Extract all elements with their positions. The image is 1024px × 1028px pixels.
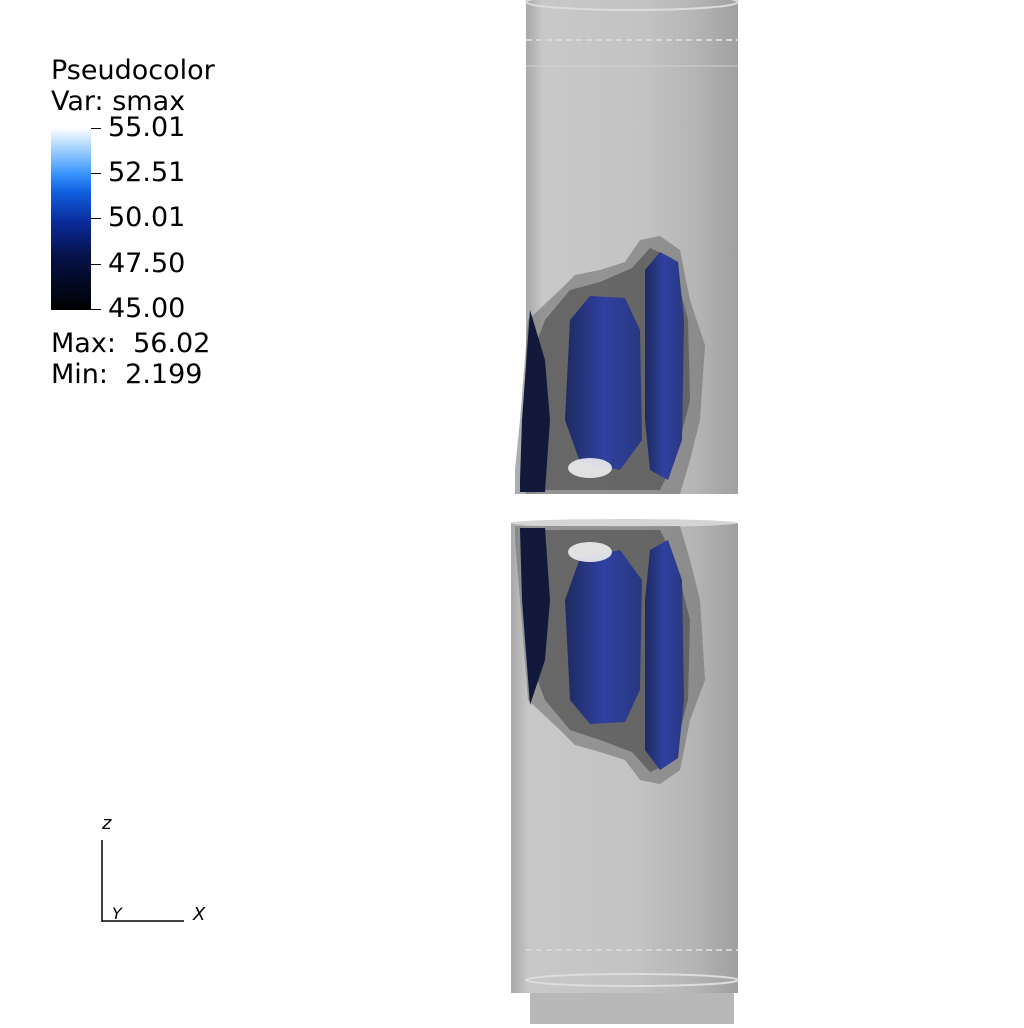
colorbar-tick-label: 50.01 xyxy=(108,202,186,233)
colorbar-tick xyxy=(91,128,101,129)
colorbar-tick xyxy=(91,264,101,265)
colorbar-tick-label: 52.51 xyxy=(108,157,186,188)
colorbar-tick xyxy=(91,309,101,310)
axis-triad xyxy=(101,840,184,922)
colorbar-tick xyxy=(91,218,101,219)
legend-variable: Var: smax xyxy=(51,86,186,117)
colorbar xyxy=(51,128,91,310)
axis-y-label: Y xyxy=(112,904,122,923)
legend-max: Max: 56.02 xyxy=(51,328,211,359)
legend-min: Min: 2.199 xyxy=(51,359,203,390)
colorbar-tick xyxy=(91,173,101,174)
axis-z-label: z xyxy=(102,813,112,834)
axis-x-label: X xyxy=(193,904,206,925)
legend-title: Pseudocolor xyxy=(51,55,215,86)
colorbar-tick-label: 55.01 xyxy=(108,112,186,143)
lower-cylinder xyxy=(511,519,739,1024)
upper-cylinder xyxy=(515,0,739,494)
colorbar-tick-label: 47.50 xyxy=(108,248,186,279)
colorbar-tick-label: 45.00 xyxy=(108,293,186,324)
